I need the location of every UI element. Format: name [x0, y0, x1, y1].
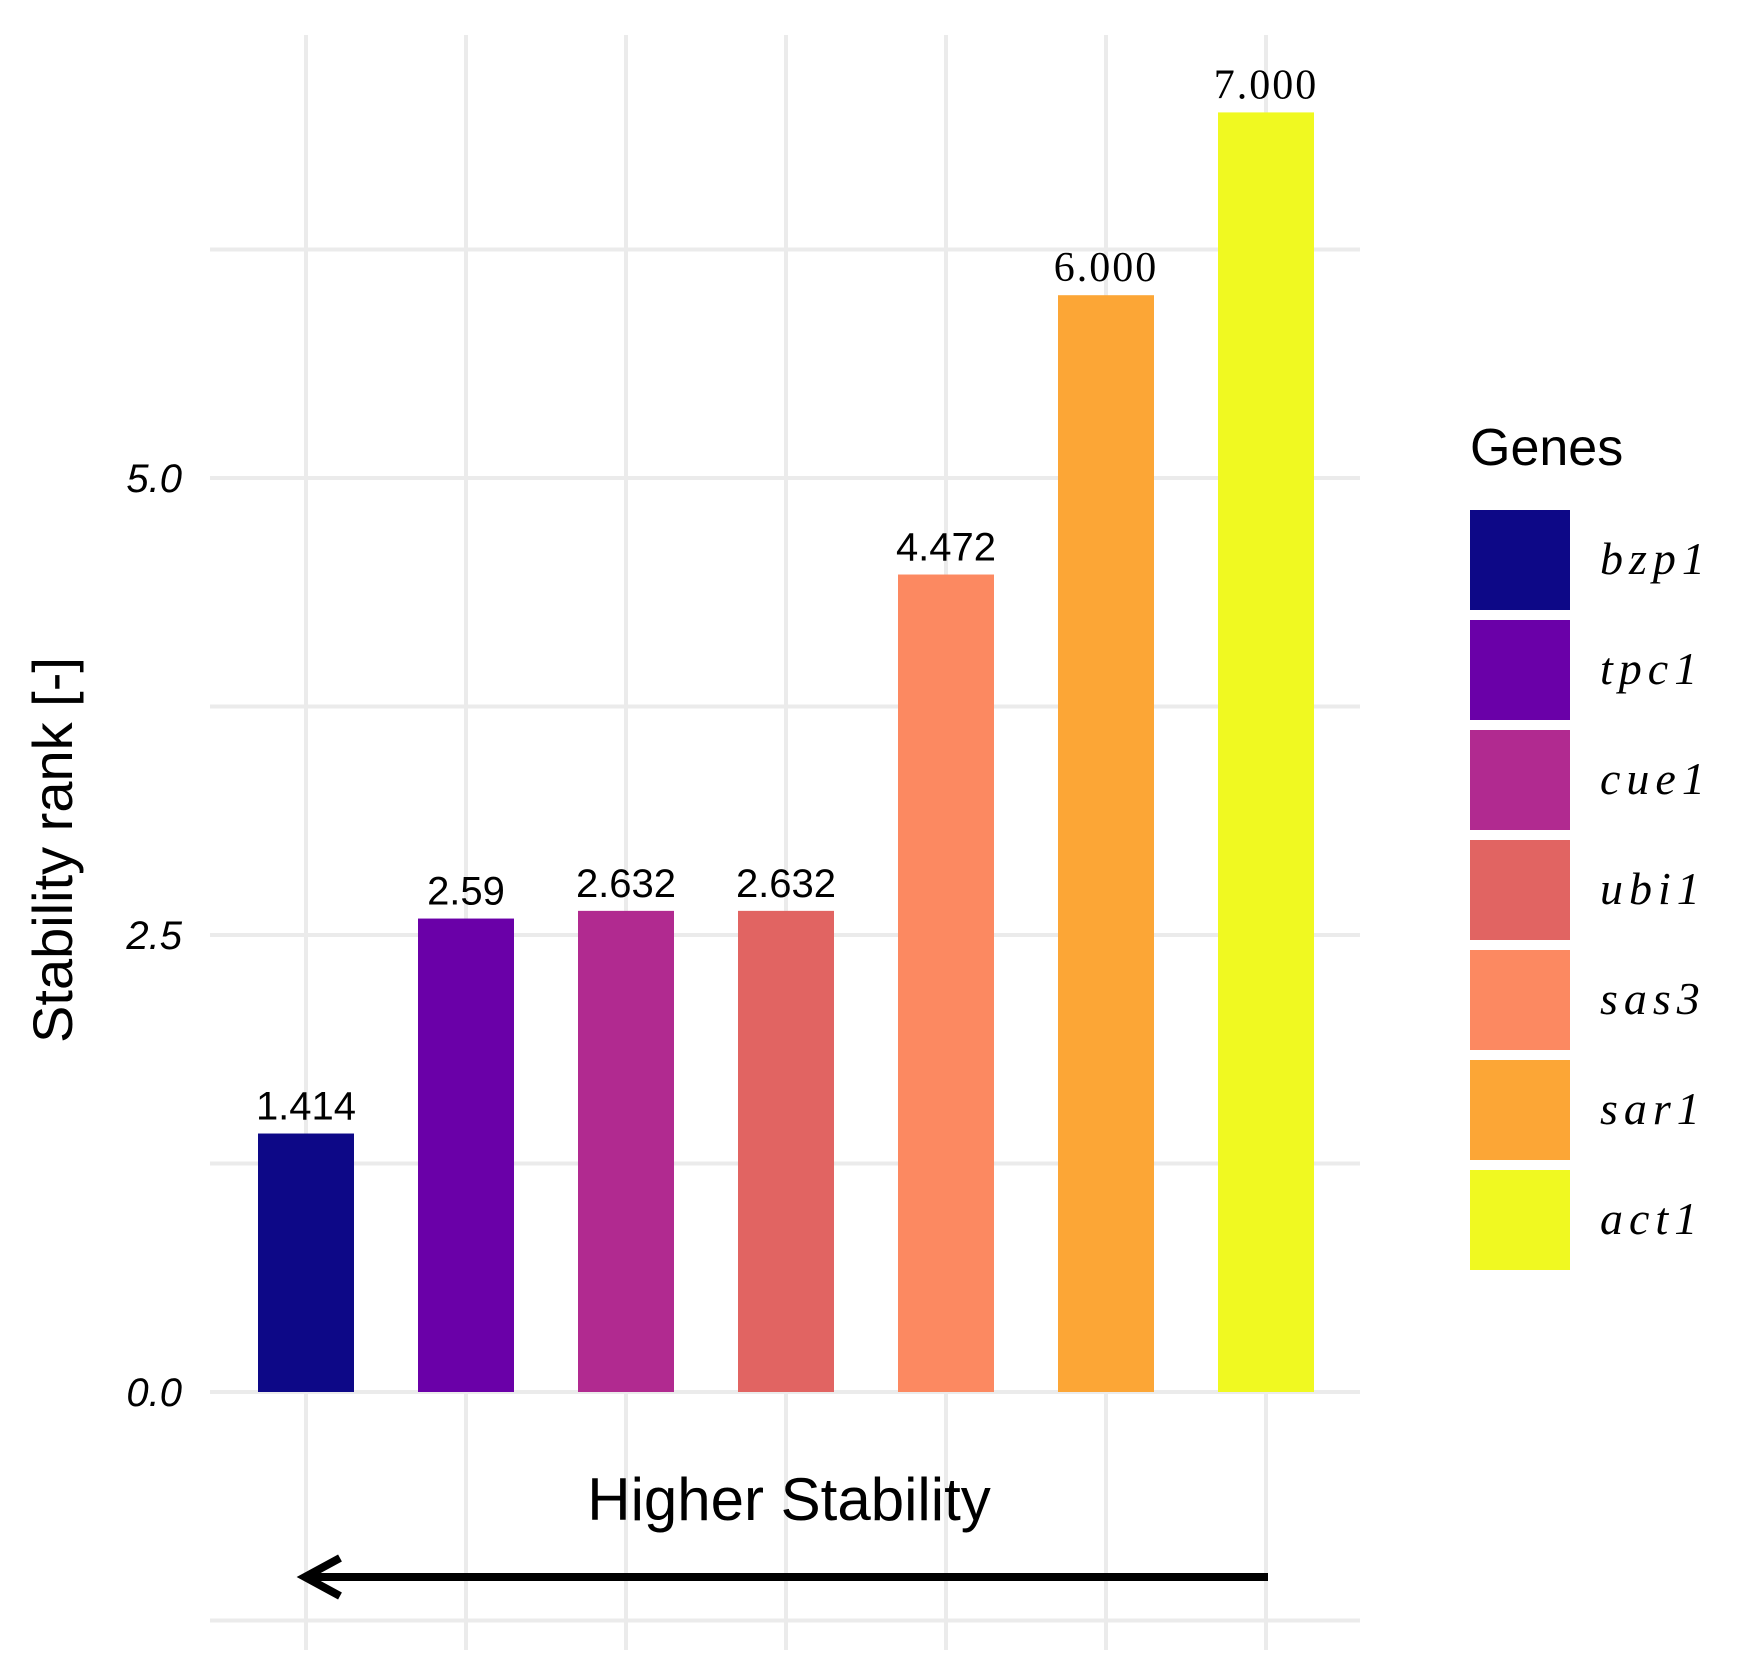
legend-swatch-bzp1 — [1470, 510, 1570, 610]
y-tick-label: 5.0 — [126, 457, 182, 501]
data-label-bzp1: 1.414 — [256, 1085, 356, 1129]
legend-swatch-cue1 — [1470, 730, 1570, 830]
legend-label-cue1: cue1 — [1600, 753, 1711, 804]
y-tick-label: 0.0 — [126, 1371, 182, 1415]
legend-label-tpc1: tpc1 — [1600, 643, 1703, 694]
legend-label-act1: act1 — [1600, 1193, 1703, 1244]
bar-tpc1 — [418, 918, 514, 1392]
legend-swatch-sas3 — [1470, 950, 1570, 1050]
arrow-head — [296, 1554, 342, 1600]
bar-act1 — [1218, 112, 1314, 1392]
legend-swatch-sar1 — [1470, 1060, 1570, 1160]
y-axis-ticks: 0.0 2.5 5.0 — [125, 457, 182, 1415]
data-label-ubi1: 2.632 — [736, 862, 836, 906]
legend: Genes bzp1 tpc1 cue1 ubi1 sas3 sar1 act1 — [1470, 419, 1711, 1270]
legend-swatch-tpc1 — [1470, 620, 1570, 720]
legend-label-bzp1: bzp1 — [1600, 533, 1711, 584]
grid-lines — [210, 35, 1360, 1650]
legend-label-sas3: sas3 — [1600, 973, 1706, 1024]
legend-swatch-ubi1 — [1470, 840, 1570, 940]
bar-sar1 — [1058, 295, 1154, 1393]
bars — [258, 112, 1314, 1393]
annotation-text: Higher Stability — [587, 1466, 991, 1533]
data-label-act1: 7.000 — [1214, 62, 1319, 108]
data-label-cue1: 2.632 — [576, 862, 676, 906]
data-label-sas3: 4.472 — [896, 526, 996, 570]
legend-label-ubi1: ubi1 — [1600, 863, 1706, 914]
legend-label-sar1: sar1 — [1600, 1083, 1706, 1134]
data-labels: 1.414 2.59 2.632 2.632 4.472 6.000 7.000 — [256, 62, 1319, 1129]
bar-ubi1 — [738, 910, 834, 1392]
data-label-tpc1: 2.59 — [427, 870, 505, 914]
y-axis-title: Stability rank [-] — [21, 657, 84, 1043]
bar-sas3 — [898, 574, 994, 1392]
annotation-arrow — [296, 1554, 1268, 1600]
y-tick-label: 2.5 — [125, 914, 182, 958]
legend-swatch-act1 — [1470, 1170, 1570, 1270]
bar-cue1 — [578, 910, 674, 1392]
data-label-sar1: 6.000 — [1054, 245, 1159, 291]
legend-title: Genes — [1470, 419, 1623, 477]
bar-bzp1 — [258, 1133, 354, 1392]
